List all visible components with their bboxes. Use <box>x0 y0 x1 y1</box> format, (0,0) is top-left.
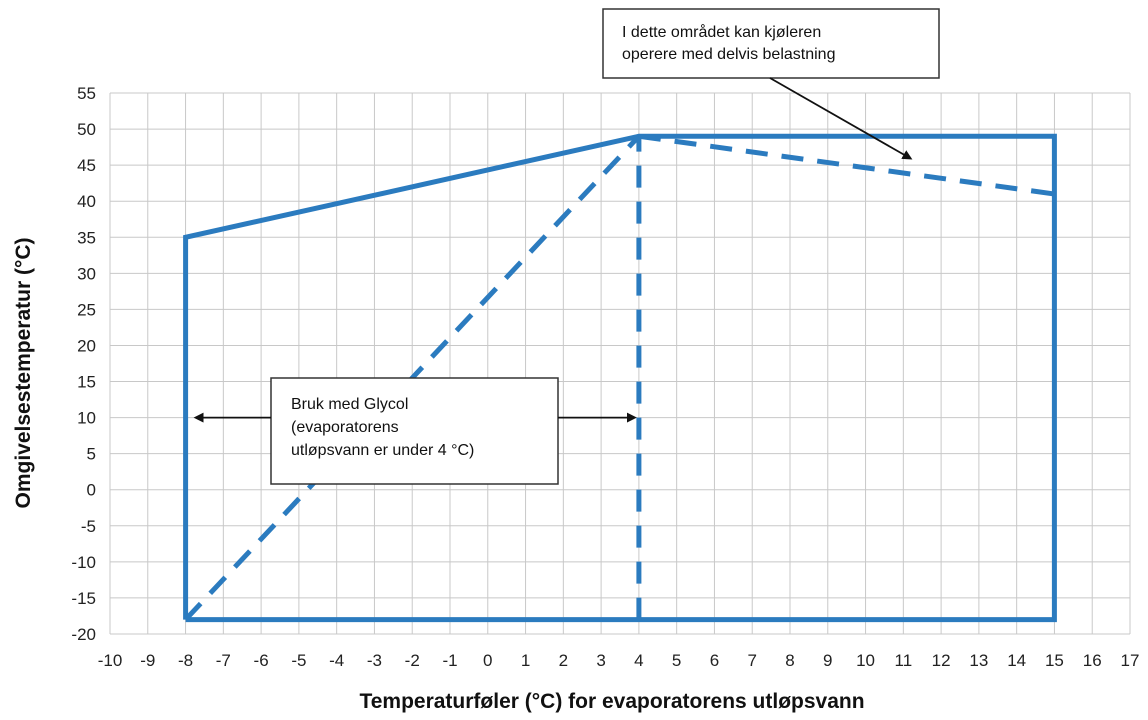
glycol-note-line: (evaporatorens <box>291 419 399 436</box>
x-tick-labels: -10 -9 -8 -7 -6 -5 -4 -3 -2 -1 0 1 2 3 4 5 6 7 8 9 10 11 12 13 1… <box>98 651 1140 670</box>
partial-load-note-box <box>602 8 940 79</box>
x-tick-label: 10 <box>856 651 875 670</box>
y-tick-label: -20 <box>71 625 96 644</box>
operating-envelope-line <box>183 133 1057 623</box>
y-tick-label: 30 <box>77 264 96 283</box>
glycol-note-line: utløpsvann er under 4 °C) <box>291 442 474 459</box>
x-axis-title: Temperaturføler (°C) for evaporatorens u… <box>359 690 864 713</box>
y-tick-label: 5 <box>87 445 96 464</box>
x-tick-label: -10 <box>98 651 123 670</box>
partial-load-arrow <box>769 77 913 160</box>
y-tick-label: 20 <box>77 336 96 355</box>
partial-load-note-line: operere med delvis belastning <box>622 46 835 63</box>
x-tick-label: 0 <box>483 651 492 670</box>
x-tick-label: 12 <box>932 651 951 670</box>
y-tick-label: 55 <box>77 84 96 103</box>
glycol-note-box <box>270 377 559 485</box>
x-tick-label: -2 <box>405 651 420 670</box>
y-tick-label: 35 <box>77 228 96 247</box>
glycol-note-line: Bruk med Glycol <box>291 396 408 413</box>
x-tick-label: 5 <box>672 651 681 670</box>
grid <box>109 92 1131 635</box>
x-tick-label: 17 <box>1121 651 1140 670</box>
x-tick-label: -8 <box>178 651 193 670</box>
y-tick-label: 0 <box>87 481 96 500</box>
x-tick-label: 8 <box>785 651 794 670</box>
x-tick-label: 16 <box>1083 651 1102 670</box>
x-tick-label: -3 <box>367 651 382 670</box>
x-tick-label: -5 <box>291 651 306 670</box>
partial-load-note-line: I dette området kan kjøleren <box>622 23 821 41</box>
x-tick-label: 3 <box>596 651 605 670</box>
x-tick-label: 7 <box>747 651 756 670</box>
x-tick-label: 9 <box>823 651 832 670</box>
x-tick-label: 6 <box>710 651 719 670</box>
x-tick-label: 13 <box>969 651 988 670</box>
x-tick-label: 14 <box>1007 651 1026 670</box>
x-tick-label: 4 <box>634 651 643 670</box>
x-tick-label: -4 <box>329 651 344 670</box>
y-tick-label: 40 <box>77 192 96 211</box>
x-tick-label: -9 <box>140 651 155 670</box>
y-tick-label: -15 <box>71 589 96 608</box>
y-tick-label: 15 <box>77 373 96 392</box>
y-tick-label: -5 <box>81 517 96 536</box>
annotations: I dette området kan kjøleren operere med … <box>193 8 940 485</box>
y-axis-title: Omgivelsestemperatur (°C) <box>12 238 35 509</box>
y-tick-label: 50 <box>77 120 96 139</box>
x-tick-label: 2 <box>559 651 568 670</box>
y-tick-label: -10 <box>71 553 96 572</box>
x-tick-label: 1 <box>521 651 530 670</box>
x-tick-label: -7 <box>216 651 231 670</box>
y-tick-label: 45 <box>77 156 96 175</box>
x-tick-label: -6 <box>254 651 269 670</box>
x-tick-label: 11 <box>895 651 913 670</box>
x-tick-label: -1 <box>442 651 457 670</box>
y-tick-label: 10 <box>77 409 96 428</box>
y-tick-label: 25 <box>77 300 96 319</box>
x-tick-label: 15 <box>1045 651 1064 670</box>
